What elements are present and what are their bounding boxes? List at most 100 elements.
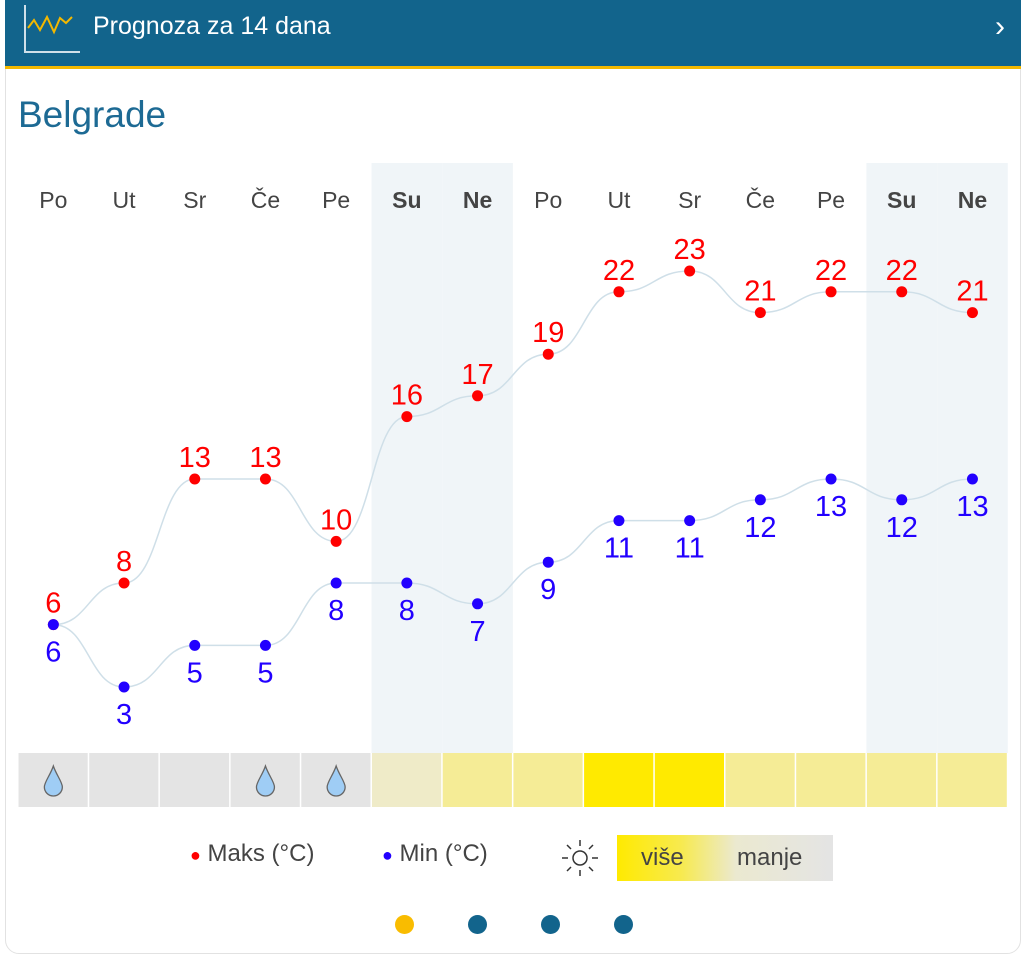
chart-line-icon: [24, 5, 80, 53]
day-label: Če: [746, 186, 775, 213]
max-point: [189, 473, 201, 485]
max-label: 16: [391, 380, 423, 412]
max-label: 21: [956, 276, 988, 308]
pager-dot-1[interactable]: [395, 915, 414, 934]
min-label: 7: [469, 616, 485, 648]
day-label: Ne: [463, 187, 492, 213]
min-label: 11: [604, 533, 634, 565]
max-label: 19: [532, 317, 564, 349]
max-point: [966, 307, 978, 319]
pager-dot-3[interactable]: [541, 915, 560, 934]
legend-min-dot: ●: [382, 845, 393, 865]
min-label: 5: [187, 657, 203, 689]
min-label: 11: [675, 533, 705, 565]
max-point: [825, 286, 837, 298]
rain-drop-icon: [326, 763, 346, 797]
chevron-right-icon[interactable]: ›: [995, 10, 1005, 43]
sunshine-cell: [796, 753, 866, 807]
sun-icon: [562, 840, 598, 876]
sunshine-cell: [442, 753, 512, 807]
max-point: [896, 286, 908, 298]
sunshine-cell: [513, 753, 583, 807]
sunshine-scale: više manje: [617, 835, 833, 881]
day-label: Po: [39, 187, 67, 213]
pager-dot-2[interactable]: [468, 915, 487, 934]
rain-drop-icon: [43, 763, 64, 797]
min-point: [259, 639, 271, 651]
max-point: [684, 265, 696, 277]
scale-less: manje: [737, 844, 803, 871]
sunshine-cell: [725, 753, 795, 807]
min-point: [754, 494, 766, 506]
max-label: 22: [603, 255, 635, 287]
max-label: 8: [116, 546, 132, 578]
day-label: Su: [392, 187, 421, 213]
header-title: Prognoza za 14 dana: [93, 12, 331, 40]
min-label: 13: [956, 491, 988, 523]
max-label: 10: [320, 504, 352, 536]
legend-max-label: Maks (°C): [207, 840, 315, 867]
min-point: [472, 598, 484, 610]
day-label: Če: [251, 186, 280, 213]
max-label: 17: [461, 359, 493, 391]
legend-min-label: Min (°C): [399, 840, 488, 867]
sunshine-cell: [584, 753, 654, 807]
max-point: [613, 286, 625, 298]
min-point: [613, 515, 625, 527]
day-label: Pe: [817, 187, 845, 213]
max-point: [259, 473, 271, 485]
min-point: [47, 619, 59, 631]
max-point: [401, 411, 413, 423]
min-point: [825, 473, 837, 485]
sunshine-cell: [654, 753, 724, 807]
legend-min: ● Min (°C): [382, 840, 488, 868]
max-label: 13: [179, 442, 211, 474]
day-label: Ne: [958, 187, 987, 213]
min-label: 8: [399, 595, 415, 627]
weekend-band: [937, 163, 1008, 753]
max-point: [330, 535, 342, 547]
header-bar[interactable]: Prognoza za 14 dana ›: [5, 0, 1021, 69]
min-label: 5: [257, 657, 273, 689]
weekend-band: [371, 163, 443, 753]
pager-dot-4[interactable]: [614, 915, 633, 934]
day-label: Ut: [607, 187, 631, 213]
max-label: 21: [744, 276, 776, 308]
max-label: 22: [886, 255, 918, 287]
max-label: 22: [815, 255, 847, 287]
max-point: [472, 390, 484, 402]
sunshine-cell: [372, 753, 442, 807]
rain-drop-icon: [255, 763, 276, 797]
weekend-band: [442, 163, 513, 753]
min-label: 9: [540, 574, 556, 606]
sunshine-cell: [866, 753, 937, 807]
legend-max-dot: ●: [190, 845, 201, 865]
min-label: 12: [744, 512, 776, 544]
day-label: Sr: [678, 187, 701, 213]
day-label: Po: [534, 187, 562, 213]
day-label: Su: [887, 187, 916, 213]
day-label: Ut: [113, 187, 137, 213]
min-label: 13: [815, 491, 847, 523]
min-point: [966, 473, 978, 485]
temperature-chart: Po Ut Sr Če Pe Su Ne Po Ut Sr Če Pe Su Ne 6 8 13 13 10 16 17…: [18, 163, 1008, 807]
max-label: 6: [45, 588, 61, 620]
min-label: 6: [45, 637, 61, 669]
min-point: [542, 556, 554, 568]
min-point: [401, 577, 413, 589]
day-label: Sr: [183, 187, 206, 213]
min-point: [896, 494, 908, 506]
max-point: [754, 307, 766, 319]
max-label: 23: [674, 234, 706, 266]
city-name: Belgrade: [18, 94, 167, 135]
day-label: Pe: [322, 187, 350, 213]
legend-max: ● Maks (°C): [190, 840, 314, 868]
min-point: [330, 577, 342, 589]
min-point: [118, 681, 130, 693]
sunshine-cell: [937, 753, 1007, 807]
min-point: [684, 515, 696, 527]
max-label: 13: [249, 442, 281, 474]
min-label: 8: [328, 595, 344, 627]
sunshine-cell: [89, 753, 159, 807]
sunshine-cell: [159, 753, 230, 807]
